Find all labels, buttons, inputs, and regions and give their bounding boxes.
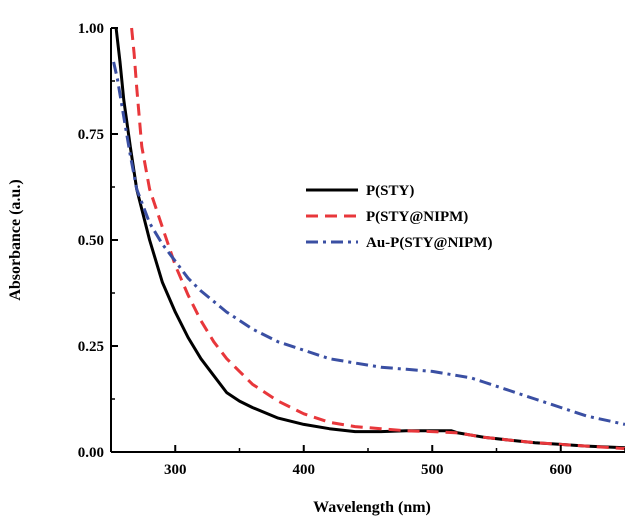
x-tick-label: 400 — [293, 462, 316, 478]
legend: P(STY) P(STY@NIPM) Au-P(STY@NIPM) — [306, 183, 492, 251]
legend-label-2: P(STY@NIPM) — [366, 209, 468, 225]
x-tick-label: 300 — [164, 462, 187, 478]
series-layer — [112, 27, 625, 451]
legend-label-1: P(STY) — [366, 183, 414, 199]
y-tick-label: 1.00 — [78, 21, 104, 37]
x-tick-label: 500 — [421, 462, 444, 478]
x-tick-label: 600 — [550, 462, 573, 478]
y-axis-title: Absorbance (a.u.) — [7, 179, 24, 300]
y-tick-label: 0.50 — [78, 233, 104, 249]
x-axis-title: Wavelength (nm) — [313, 499, 431, 516]
series-line-2 — [130, 27, 625, 451]
legend-label-3: Au-P(STY@NIPM) — [366, 235, 492, 251]
y-tick-label: 0.00 — [78, 445, 104, 461]
y-tick-label: 0.25 — [78, 339, 104, 355]
y-tick-label: 0.75 — [78, 127, 104, 143]
axes-layer: 0.00 0.25 0.50 0.75 1.00 300 400 500 600 — [78, 21, 625, 478]
